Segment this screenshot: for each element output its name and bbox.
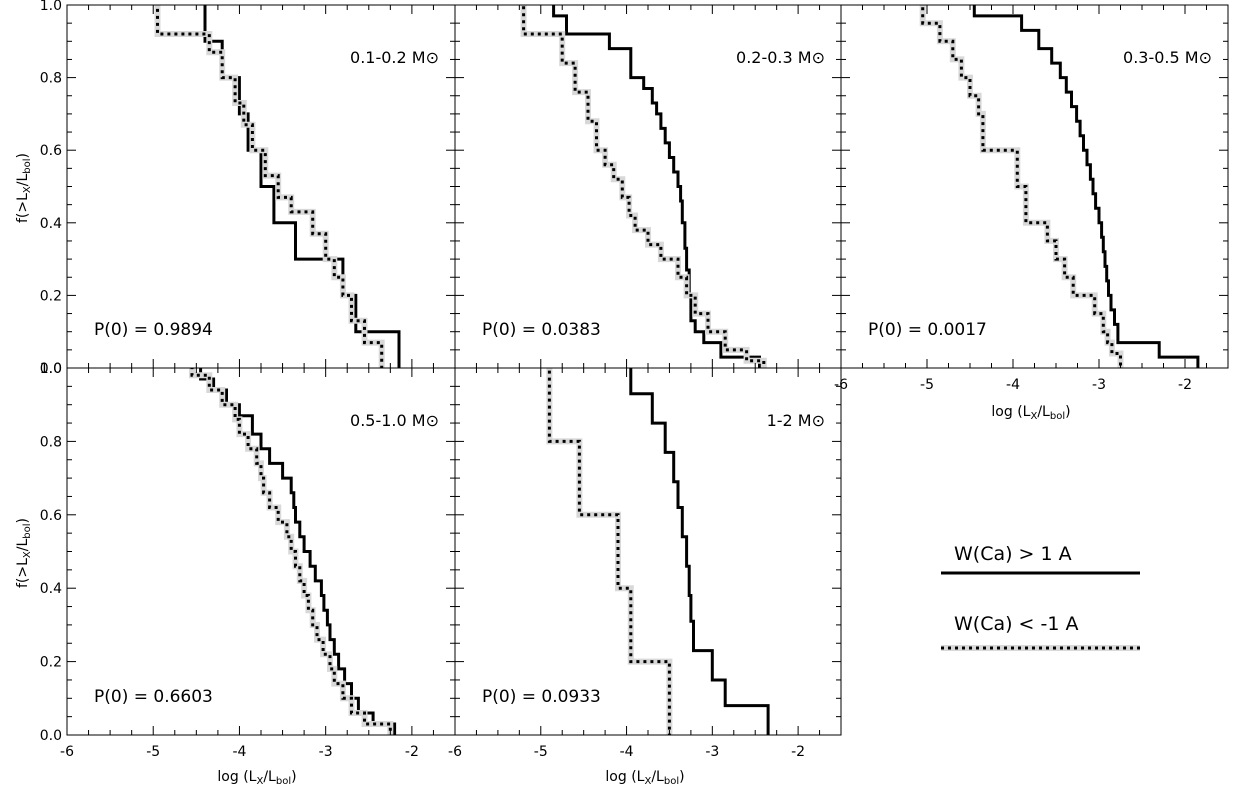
y-tick-label: 1.0 [40, 361, 62, 377]
panels: 0.0 0.2 0.4 0.6 0.8 1.0 0.1-0.2 M⊙ P(0) = 0.989… [40, 0, 1229, 760]
panel-3-series [919, 5, 1200, 368]
series-dotted-halo [520, 5, 767, 368]
x-tick-label: -4 [232, 744, 246, 760]
panel-3: -6 -5 -4 -3 -20.3-0.5 M⊙P(0) = 0.0017 [834, 4, 1229, 393]
panel-2-series [520, 5, 767, 368]
series-dotted-line [190, 368, 392, 735]
y-tick-label: 1.0 [40, 0, 62, 14]
x-tick-label: -4 [1006, 377, 1020, 393]
x-tick-label: -4 [620, 744, 634, 760]
y-tick-label: 0.0 [40, 361, 62, 377]
y-tick-label: 0.0 [40, 728, 62, 744]
panel-mass-label: 0.2-0.3 M⊙ [736, 48, 825, 67]
series-dotted-halo [919, 5, 1124, 368]
panel-mass-label: 0.3-0.5 M⊙ [1123, 48, 1212, 67]
y-tick-label: 0.4 [40, 216, 62, 232]
series-dotted-line [921, 5, 1122, 368]
series-solid-line [552, 5, 761, 368]
y-axis-title-bottom: f(>LX/Lbol) [15, 518, 33, 588]
y-tick-label: 0.2 [40, 288, 62, 304]
panel-4: 0.0 0.2 0.4 0.6 0.8 1.0 -6 -5 -4 -3 -2 0.5-1.0 M⊙ P(… [40, 361, 456, 760]
x-tick-label: -3 [1092, 377, 1106, 393]
panel-5-series [546, 368, 770, 735]
y-axis-title-top: f(>LX/Lbol) [15, 153, 33, 223]
x-tick-label: -5 [534, 744, 548, 760]
y-tick-label: 0.4 [40, 581, 62, 597]
panel-1: 0.0 0.2 0.4 0.6 0.8 1.0 0.1-0.2 M⊙ P(0) = 0.989… [40, 0, 456, 377]
panel-mass-label: 0.5-1.0 M⊙ [350, 411, 439, 430]
x-tick-label: -5 [920, 377, 934, 393]
series-dotted-line [547, 368, 671, 735]
panel-4-series [189, 368, 397, 735]
y-tick-label: 0.8 [40, 71, 62, 87]
y-tick-label: 0.8 [40, 434, 62, 450]
legend: W(Ca) > 1 A W(Ca) < -1 A [941, 543, 1140, 651]
legend-label-dotted: W(Ca) < -1 A [954, 613, 1079, 635]
x-tick-label: -2 [405, 744, 419, 760]
panel-mass-label: 0.1-0.2 M⊙ [350, 48, 439, 67]
p-value-label: P(0) = 0.0017 [868, 320, 987, 340]
panel-1-series [154, 5, 401, 368]
series-dotted-line [156, 5, 384, 368]
legend-label-solid: W(Ca) > 1 A [954, 543, 1072, 565]
p-value-label: P(0) = 0.9894 [94, 320, 213, 340]
x-tick-label: -6 [60, 744, 74, 760]
series-dotted-line [522, 5, 766, 368]
x-tick-label: -3 [319, 744, 333, 760]
x-tick-label: -2 [1178, 377, 1192, 393]
x-tick-label: -6 [448, 744, 462, 760]
p-value-label: P(0) = 0.6603 [94, 687, 213, 707]
panel-mass-label: 1-2 M⊙ [767, 411, 825, 430]
x-tick-label: -2 [791, 744, 805, 760]
panel-5: -6 -5 -4 -3 -2 1-2 M⊙ P(0) = 0.0933 [448, 367, 842, 760]
y-tick-label: 0.6 [40, 508, 62, 524]
y-tick-label: 0.6 [40, 143, 62, 159]
p-value-label: P(0) = 0.0933 [482, 687, 601, 707]
p-value-label: P(0) = 0.0383 [482, 320, 601, 340]
series-dotted-halo [154, 5, 385, 368]
x-axis-title-right-panel: log (LX/Lbol) [991, 404, 1070, 422]
series-solid-line [972, 5, 1200, 368]
series-solid-line [199, 368, 397, 735]
x-tick-label: -3 [705, 744, 719, 760]
x-axis-title-bottom-left: log (LX/Lbol) [217, 769, 296, 787]
x-axis-title-bottom-middle: log (LX/Lbol) [605, 769, 684, 787]
x-tick-label: -5 [146, 744, 160, 760]
y-tick-label: 0.2 [40, 655, 62, 671]
panel-2: 0.2-0.3 M⊙ P(0) = 0.0383 [454, 4, 842, 369]
series-solid-line [629, 368, 770, 735]
